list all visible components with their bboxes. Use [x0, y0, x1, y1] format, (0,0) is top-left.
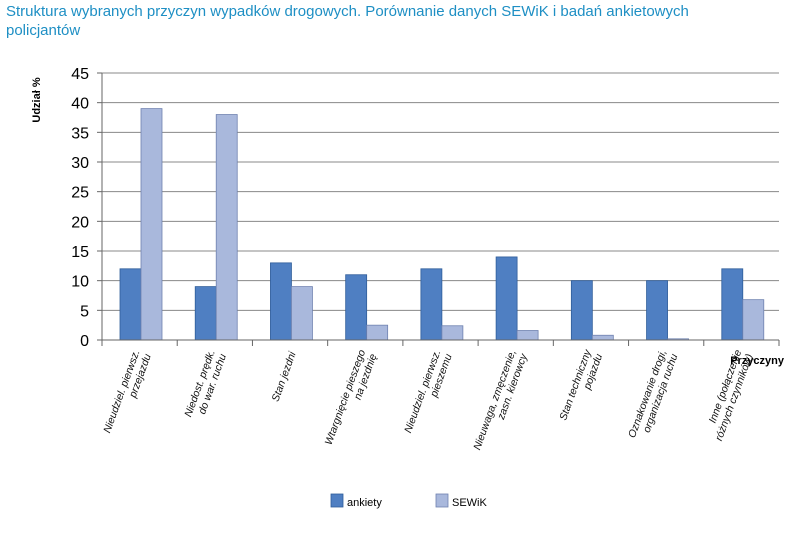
bar-sewik [291, 286, 313, 341]
y-tick-label: 25 [71, 185, 89, 202]
category-label: Nieudziel. pierwsz.przejazdu [101, 348, 154, 434]
legend-item-sewik: SEWiK [435, 493, 488, 509]
y-tick-label: 5 [80, 303, 89, 320]
legend-swatch [330, 493, 344, 508]
y-tick-label: 40 [71, 96, 89, 113]
y-tick-labels: 0 5 10 15 20 25 30 35 40 45 [71, 66, 89, 350]
bar-sewik [215, 114, 238, 341]
bar-sewik [591, 334, 614, 341]
y-tick-label: 0 [80, 333, 89, 350]
category-label: Oznakowanie drogi,organizacja ruchu [626, 348, 680, 439]
bar-ankiety [119, 268, 142, 341]
y-tick-label: 20 [71, 214, 89, 231]
y-tick-label: 35 [71, 125, 89, 142]
legend-item-ankiety: ankiety [330, 493, 382, 509]
y-tick-label: 45 [71, 66, 89, 83]
legend: ankiety SEWiK [330, 493, 488, 509]
bar-ankiety [420, 268, 443, 341]
y-axis-title: Udział % [31, 77, 43, 122]
bar-sewik [140, 108, 163, 341]
bar-ankiety [721, 268, 744, 341]
y-tick-label: 30 [71, 155, 89, 172]
legend-label: SEWiK [452, 497, 488, 509]
category-labels: Nieudziel. pierwsz.przejazdu Niedost. prę… [101, 348, 755, 452]
y-tick-label: 15 [71, 244, 89, 261]
bar-ankiety [646, 280, 668, 341]
category-label: Stan jezdni [270, 350, 299, 404]
bar-sewik [516, 330, 539, 341]
bar-sewik [366, 324, 389, 341]
bar-ankiety [345, 274, 368, 341]
chart-title: Struktura wybranych przyczyn wypadków dr… [6, 3, 689, 39]
bar-sewik [742, 299, 765, 341]
bar-ankiety [270, 262, 292, 341]
category-label-line: Stan jezdni [270, 350, 299, 404]
category-label: Nieudziel. pierwsz.pieszemu [402, 348, 455, 434]
bar-ankiety [194, 286, 217, 341]
category-label: Nieuwaga, zmęczenie,zasn. kierowcy [471, 348, 530, 451]
bar-sewik [441, 325, 464, 341]
legend-label: ankiety [347, 497, 382, 509]
category-label: Niedost. prędk.do war. ruchu [182, 348, 229, 418]
axes [97, 72, 780, 346]
y-tick-label: 10 [71, 274, 89, 291]
bar-ankiety [570, 280, 593, 341]
bar-ankiety [495, 256, 518, 341]
bars [119, 108, 765, 341]
x-axis-title: Przyczyny [730, 355, 785, 367]
legend-swatch [435, 493, 449, 508]
